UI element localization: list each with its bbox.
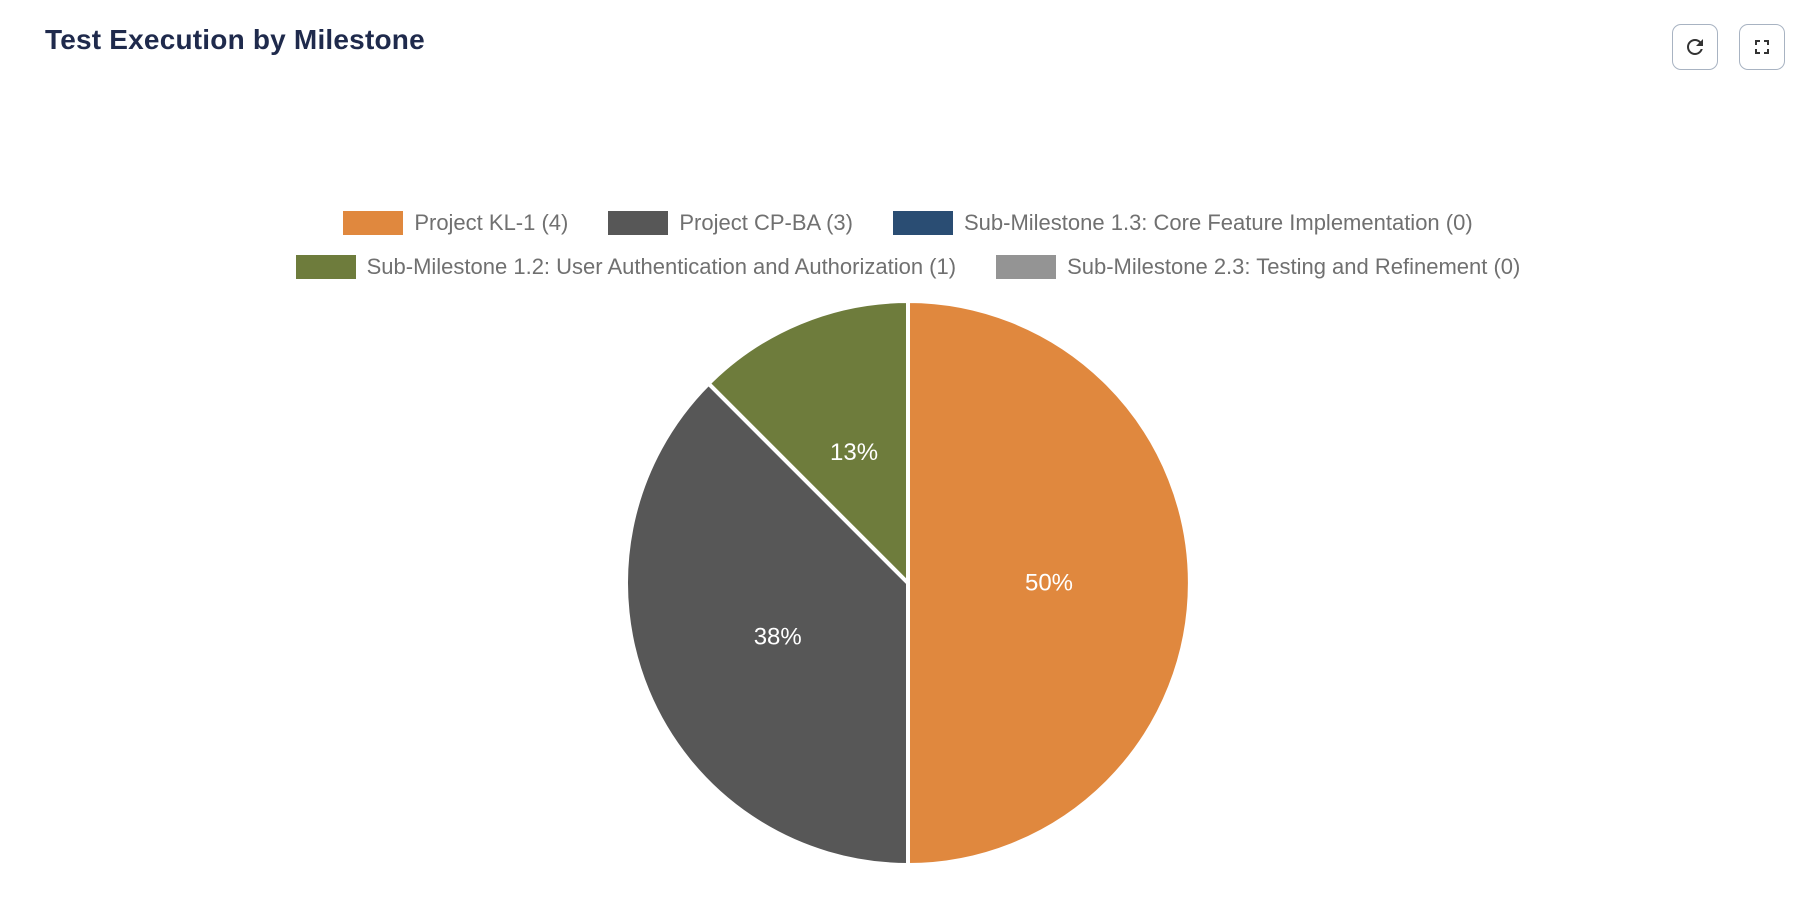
fullscreen-button[interactable] <box>1739 24 1785 70</box>
legend-item[interactable]: Sub-Milestone 2.3: Testing and Refinemen… <box>996 254 1520 280</box>
legend-item[interactable]: Sub-Milestone 1.3: Core Feature Implemen… <box>892 210 1473 236</box>
legend-label: Sub-Milestone 2.3: Testing and Refinemen… <box>1067 254 1521 279</box>
page-title: Test Execution by Milestone <box>45 24 425 55</box>
header-buttons <box>1672 24 1785 70</box>
legend-swatch-icon <box>343 211 404 235</box>
pie-slice-label: 38% <box>754 623 802 650</box>
pie-slice[interactable] <box>624 381 910 867</box>
pie-slice[interactable] <box>706 299 910 585</box>
card-header: Test Execution by Milestone <box>0 0 1816 70</box>
chart-legend: Project KL-1 (4) Project CP-BA (3) Sub-Mil… <box>0 210 1816 280</box>
pie-slice-label: 13% <box>830 439 878 466</box>
legend-item[interactable]: Project KL-1 (4) <box>343 210 568 236</box>
fullscreen-icon <box>1755 40 1769 54</box>
legend-row: Project KL-1 (4) Project CP-BA (3) Sub-Mil… <box>343 210 1473 236</box>
legend-row: Sub-Milestone 1.2: User Authentication a… <box>295 254 1520 280</box>
pie-chart-area: 50% 38% 13% <box>0 297 1816 869</box>
refresh-button[interactable] <box>1672 24 1718 70</box>
pie-slice-label: 50% <box>1025 570 1073 597</box>
legend-swatch-icon <box>608 211 669 235</box>
pie-slice[interactable] <box>906 299 1192 867</box>
legend-swatch-icon <box>295 255 356 279</box>
legend-item[interactable]: Project CP-BA (3) <box>608 210 853 236</box>
refresh-icon <box>1687 39 1703 55</box>
pie-chart[interactable]: 50% 38% 13% <box>622 297 1194 869</box>
legend-label: Sub-Milestone 1.2: User Authentication a… <box>366 254 957 279</box>
legend-swatch-icon <box>892 211 953 235</box>
legend-label: Sub-Milestone 1.3: Core Feature Implemen… <box>963 210 1473 235</box>
legend-label: Project KL-1 (4) <box>414 210 569 235</box>
legend-item[interactable]: Sub-Milestone 1.2: User Authentication a… <box>295 254 957 280</box>
legend-label: Project CP-BA (3) <box>679 210 853 235</box>
legend-swatch-icon <box>996 255 1057 279</box>
